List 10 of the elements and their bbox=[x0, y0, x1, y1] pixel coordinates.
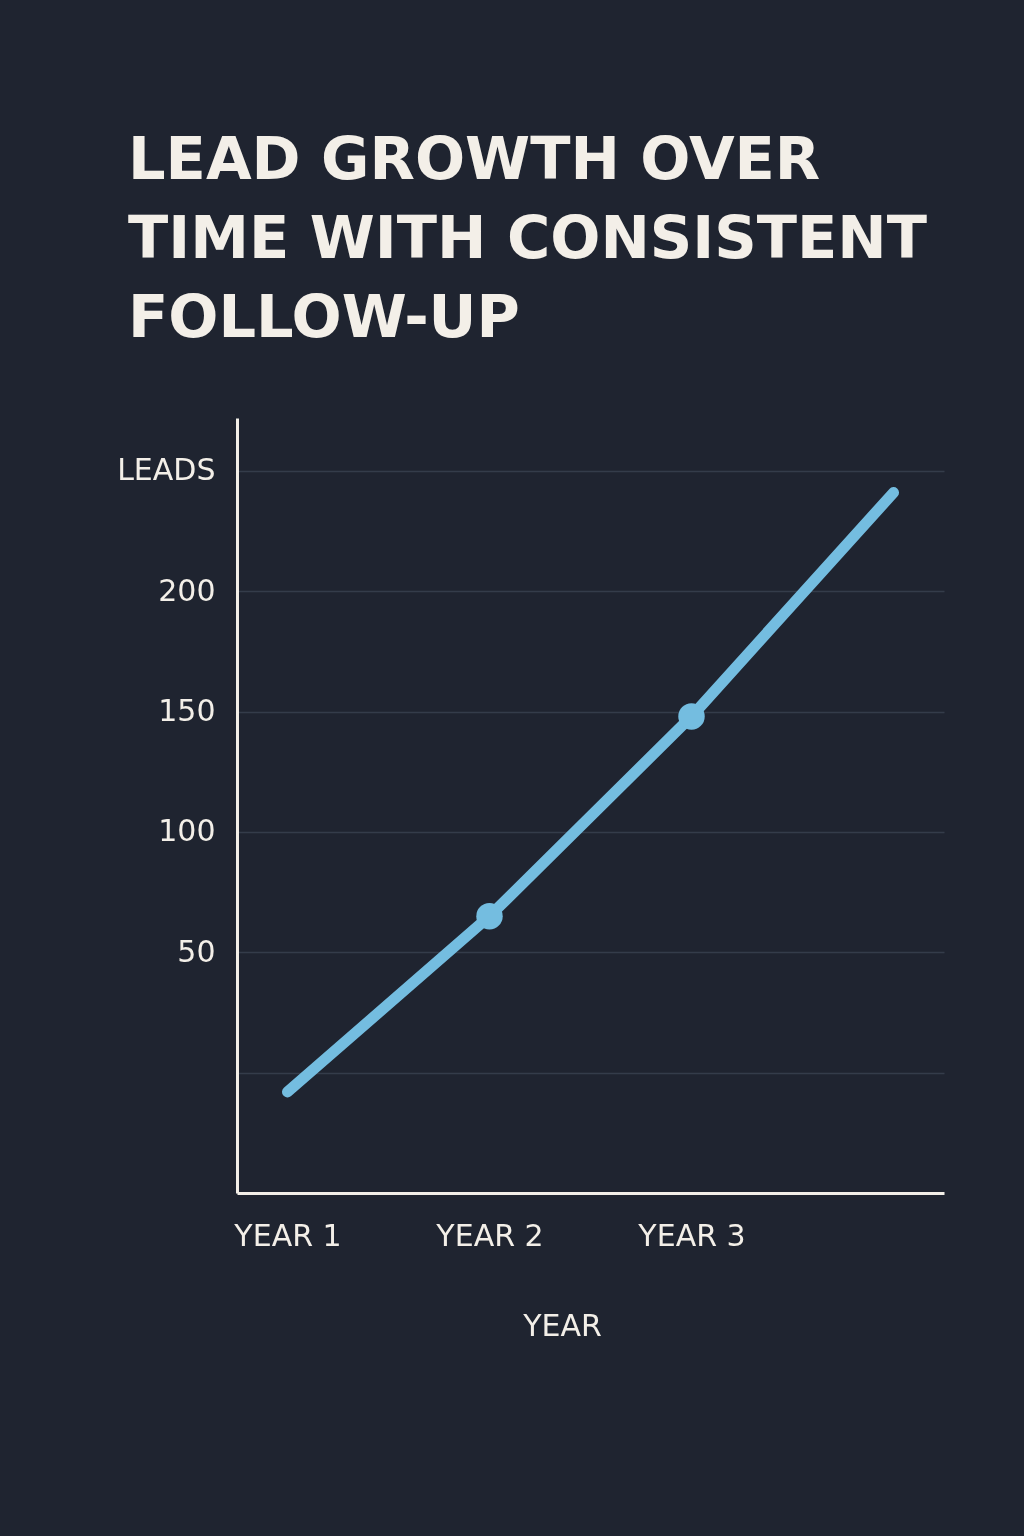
y-axis-title: LEADS bbox=[117, 452, 216, 488]
x-tick-label: YEAR 1 bbox=[233, 1217, 342, 1253]
y-tick-label: 200 bbox=[158, 572, 216, 608]
y-tick-label: 100 bbox=[158, 813, 216, 849]
chart-title: LEAD GROWTH OVER TIME WITH CONSISTENT FOLLOW-UP bbox=[128, 124, 927, 351]
x-tick-label: YEAR 3 bbox=[637, 1217, 746, 1253]
y-tick-label: 150 bbox=[158, 693, 216, 729]
x-axis-title: YEAR bbox=[522, 1307, 602, 1343]
y-tick-label: 50 bbox=[177, 933, 216, 969]
x-tick-label: YEAR 2 bbox=[435, 1217, 544, 1253]
